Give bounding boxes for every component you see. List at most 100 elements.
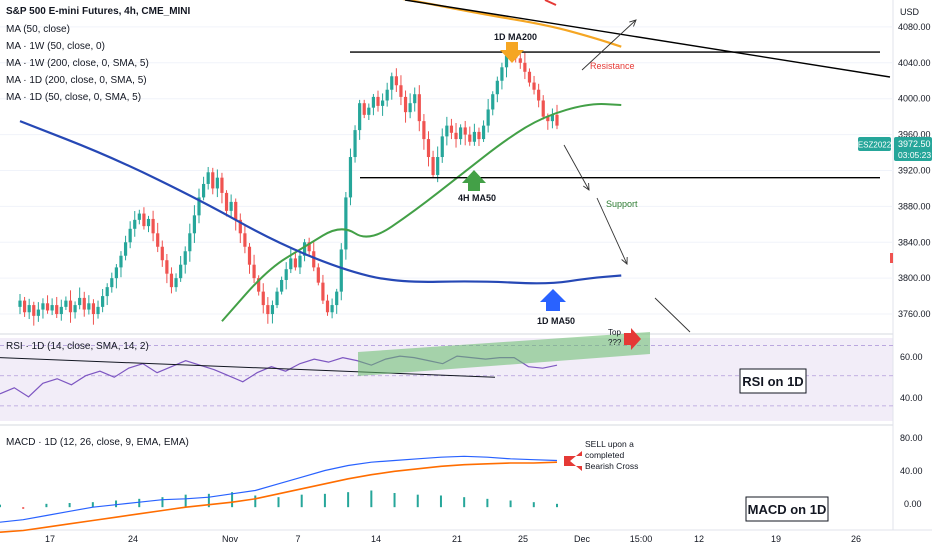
price-tick-label: 3840.00 — [898, 237, 931, 247]
candle-body — [298, 255, 302, 268]
macd-tick-80: 80.00 — [900, 433, 923, 443]
price-tick-label: 4000.00 — [898, 94, 931, 104]
candle-body — [399, 85, 403, 97]
offscreen-price-marker — [890, 253, 893, 263]
time-axis: 17 24 Nov 7 14 21 25 Dec 15:00 12 19 26 — [45, 534, 861, 544]
macd-histogram-bar — [556, 503, 558, 508]
candle-body — [96, 306, 100, 315]
candle-body — [156, 233, 160, 247]
time-tick: 25 — [518, 534, 528, 544]
candle-body — [532, 82, 536, 90]
candle-body — [151, 218, 155, 234]
candle-body — [293, 258, 297, 268]
candle-body — [142, 213, 146, 227]
candle-body — [45, 303, 50, 311]
candle-body — [491, 94, 495, 110]
candle-body — [280, 279, 284, 292]
ma200-down-arrow-icon — [500, 42, 524, 63]
candle-body — [362, 103, 366, 115]
macd-histogram-bar — [231, 492, 234, 508]
ma200-1d-label: 1D MA200 — [494, 32, 537, 42]
ma50-4h-up-arrow-icon — [462, 170, 486, 191]
candle-body — [78, 297, 82, 306]
candle-body — [380, 100, 385, 106]
sell-note-1: SELL upon a — [585, 439, 634, 449]
symbol-badge[interactable] — [858, 137, 891, 151]
candle-body — [183, 251, 187, 265]
ma50-4h-label: 4H MA50 — [458, 193, 496, 203]
indicator-ma-1w-50[interactable]: MA · 1W (50, close, 0) — [6, 41, 105, 52]
candle-body — [238, 219, 242, 234]
rsi-red-arrow-icon — [624, 328, 641, 350]
candle-body — [413, 94, 417, 104]
price-badge-value: 3972.50 — [898, 139, 931, 149]
candle-body — [27, 305, 31, 313]
candle-body — [128, 228, 132, 243]
indicator-ma50[interactable]: MA (50, close) — [6, 24, 70, 35]
indicator-ma-1d-50[interactable]: MA · 1D (50, close, 0, SMA, 5) — [6, 92, 142, 103]
candle-body — [105, 287, 109, 297]
macd-histogram-bar — [393, 493, 396, 508]
candle-body — [537, 89, 541, 101]
moving-averages — [19, 0, 622, 322]
rsi-title[interactable]: RSI · 1D (14, close, SMA, 14, 2) — [6, 341, 149, 352]
macd-histogram-bar — [161, 497, 164, 508]
candle-body — [367, 107, 371, 115]
indicator-ma-1d-200[interactable]: MA · 1D (200, close, 0, SMA, 5) — [6, 75, 147, 86]
candle-body — [123, 242, 128, 256]
candle-body — [312, 251, 316, 268]
candle-body — [101, 296, 105, 307]
candle-body — [445, 125, 449, 137]
macd-histogram-bar — [254, 495, 257, 508]
ma50-1d-label: 1D MA50 — [537, 316, 575, 326]
candle-body — [192, 215, 197, 234]
candle-body — [18, 300, 22, 307]
macd-histogram-bar — [115, 500, 118, 508]
macd-histogram-bar — [347, 492, 350, 508]
resistance-label: Resistance — [590, 61, 635, 71]
macd-title[interactable]: MACD · 1D (12, 26, close, 9, EMA, EMA) — [6, 437, 189, 448]
drawings — [350, 0, 891, 333]
macd-histogram-bar — [439, 495, 442, 508]
candle-body — [257, 278, 261, 292]
candle-body — [22, 300, 27, 313]
rsi-tick-60: 60.00 — [900, 352, 923, 362]
candle-body — [555, 114, 559, 126]
projection-arrow-up — [581, 19, 637, 71]
price-tick-label: 4080.00 — [898, 22, 931, 32]
time-tick: 15:00 — [630, 534, 653, 544]
candle-body — [229, 201, 233, 211]
candle-body — [495, 80, 499, 95]
candle-body — [481, 125, 486, 140]
candle-body — [36, 309, 40, 316]
time-tick: 14 — [371, 534, 381, 544]
candle-body — [376, 96, 380, 106]
macd-histogram-bar — [91, 502, 94, 508]
rsi-green-channel — [358, 332, 650, 376]
candle-body — [431, 157, 435, 175]
candle-body — [449, 125, 454, 133]
projection-arrow-support-head — [583, 182, 590, 191]
candle-body — [500, 67, 504, 81]
macd-histogram-bar — [207, 493, 210, 508]
macd-histogram-bar — [416, 494, 419, 508]
macd-histogram-bar — [486, 498, 489, 508]
candle-body — [385, 89, 389, 101]
macd-histogram-bar — [138, 498, 141, 508]
indicator-ma-1w-200[interactable]: MA · 1W (200, close, 0, SMA, 5) — [6, 58, 149, 69]
macd-histogram-bar — [463, 497, 466, 508]
candle-body — [289, 258, 293, 270]
rsi-trendline — [0, 357, 496, 378]
time-tick: Dec — [574, 534, 591, 544]
macd-box-label: MACD on 1D — [748, 502, 827, 517]
candle-body — [119, 255, 123, 268]
macd-plot — [0, 455, 558, 533]
candle-body — [188, 233, 192, 252]
time-tick: 12 — [694, 534, 704, 544]
candle-body — [201, 183, 206, 198]
candle-body — [211, 172, 215, 189]
candle-body — [335, 291, 339, 306]
support-label: Support — [606, 199, 638, 209]
chart-title: S&P 500 E-mini Futures, 4h, CME_MINI — [6, 6, 191, 17]
candle-body — [261, 291, 265, 306]
